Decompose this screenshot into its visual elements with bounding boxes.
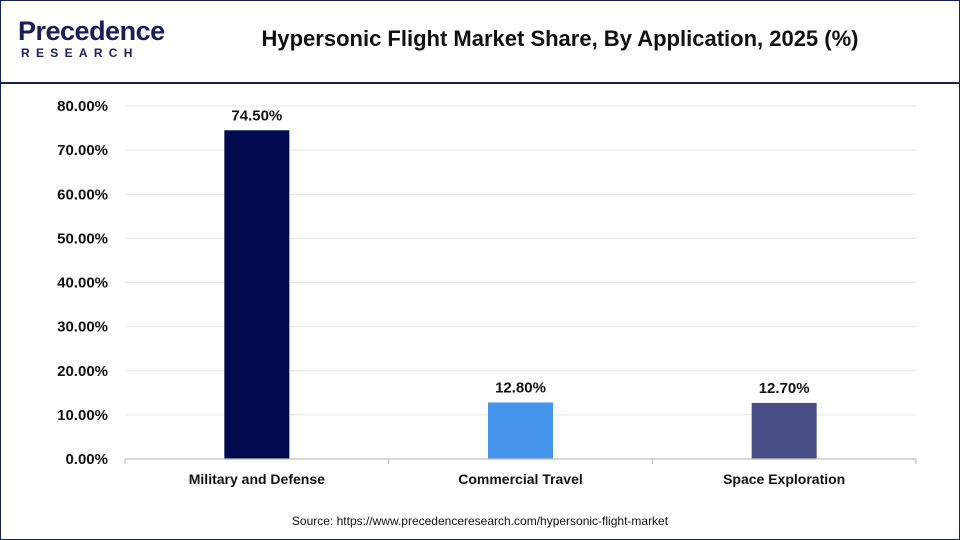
bar (751, 402, 817, 459)
brand-logo: Precedence RESEARCH (18, 16, 168, 64)
x-tick-label: Commercial Travel (458, 471, 583, 487)
logo-subtitle: RESEARCH (21, 46, 139, 60)
header: Precedence RESEARCH Hypersonic Flight Ma… (0, 0, 960, 84)
bar-chart: 0.00% 10.00% 20.00% 30.00% 40.00% 50.00% 60.00… (57, 98, 917, 487)
data-label: 74.50% (231, 107, 282, 124)
y-tick-label: 70.00% (57, 142, 108, 159)
x-axis: Military and Defense Commercial Travel Spa… (124, 458, 917, 487)
y-tick-label: 0.00% (65, 451, 108, 468)
bar (488, 402, 553, 459)
y-tick-label: 20.00% (57, 363, 108, 380)
data-label: 12.80% (495, 380, 546, 397)
y-axis-ticks: 0.00% 10.00% 20.00% 30.00% 40.00% 50.00% 60.00… (57, 98, 108, 468)
logo-wordmark: Precedence (18, 16, 165, 46)
bar (224, 130, 290, 460)
y-tick-label: 30.00% (57, 319, 108, 336)
x-tick-label: Space Exploration (723, 471, 845, 487)
bars: 74.50% 12.80% 12.70% (224, 107, 817, 460)
y-tick-label: 50.00% (57, 230, 108, 247)
y-tick-label: 10.00% (57, 407, 108, 424)
source-note: Source: https://www.precedenceresearch.c… (291, 514, 669, 528)
data-label: 12.70% (759, 380, 810, 397)
chart-title: Hypersonic Flight Market Share, By Appli… (261, 26, 859, 51)
y-tick-label: 60.00% (57, 186, 108, 203)
x-tick-label: Military and Defense (189, 471, 325, 487)
y-tick-label: 80.00% (57, 98, 108, 115)
y-tick-label: 40.00% (57, 275, 108, 292)
